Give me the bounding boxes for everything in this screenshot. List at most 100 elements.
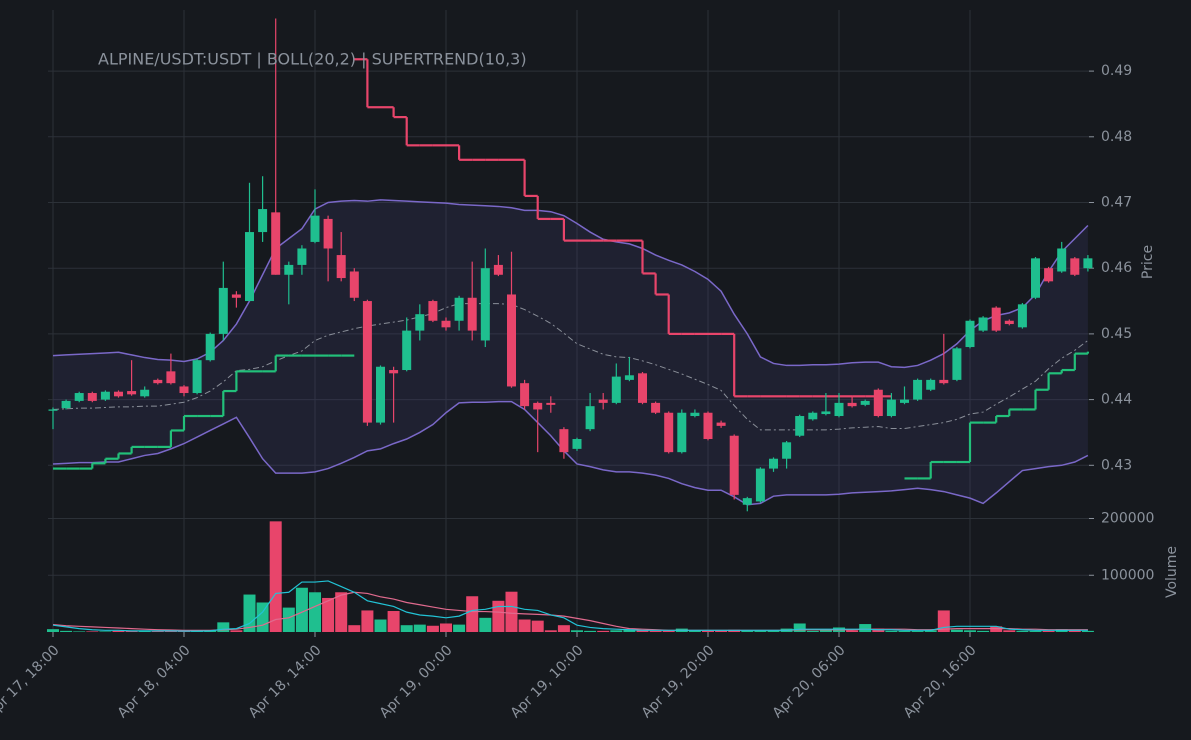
volume-bar bbox=[138, 631, 151, 632]
candle-body bbox=[114, 391, 123, 397]
candle-body bbox=[991, 307, 1001, 331]
bollinger-band bbox=[53, 199, 1088, 505]
volume-bar bbox=[702, 630, 714, 632]
candle-body bbox=[1004, 320, 1014, 325]
volume-bar bbox=[269, 521, 282, 632]
candle-body bbox=[258, 209, 268, 233]
y-tick-label: 0.48 bbox=[1101, 129, 1132, 145]
volume-bar bbox=[859, 624, 872, 632]
volume-bar bbox=[1029, 630, 1042, 632]
candle-body bbox=[441, 320, 451, 328]
volume-bar bbox=[911, 630, 924, 632]
volume-bar bbox=[151, 631, 164, 632]
volume-tick-label: 100000 bbox=[1101, 567, 1154, 583]
candle-body bbox=[703, 412, 713, 440]
candle-body bbox=[755, 468, 765, 502]
candle-body bbox=[271, 212, 281, 275]
volume-bar bbox=[806, 630, 819, 632]
volume-bar bbox=[400, 625, 413, 632]
y-tick-label: 0.47 bbox=[1101, 194, 1132, 210]
volume-bar bbox=[531, 620, 544, 632]
candle-body bbox=[939, 379, 949, 384]
candle-body bbox=[310, 215, 320, 242]
volume-bar bbox=[492, 600, 505, 632]
candle-body bbox=[782, 442, 792, 459]
volume-bar bbox=[505, 591, 518, 632]
y-axis-label: Price bbox=[1140, 245, 1156, 279]
volume-bar bbox=[86, 631, 99, 632]
candle-body bbox=[677, 412, 687, 453]
volume-bar bbox=[361, 610, 374, 632]
volume-bar bbox=[793, 623, 806, 632]
volume-bar bbox=[479, 617, 492, 632]
candle-body bbox=[716, 422, 726, 426]
candle-body bbox=[860, 400, 870, 405]
volume-bar bbox=[924, 630, 937, 632]
candle-body bbox=[192, 360, 202, 394]
volume-bar bbox=[1068, 630, 1081, 632]
candle-body bbox=[140, 389, 150, 397]
bollinger-upper bbox=[52, 199, 1089, 369]
volume-bar bbox=[688, 630, 701, 632]
candle-body bbox=[323, 218, 333, 249]
candle-body bbox=[284, 264, 294, 275]
candle-body bbox=[900, 399, 909, 403]
volume-bar bbox=[636, 630, 649, 632]
candle-body bbox=[821, 411, 831, 415]
candle-body bbox=[1031, 258, 1040, 298]
volume-bar bbox=[1081, 630, 1094, 632]
volume-bar bbox=[112, 630, 125, 632]
volume-bar bbox=[584, 630, 597, 632]
candle-body bbox=[952, 348, 962, 380]
candle-body bbox=[520, 383, 530, 407]
candle-body bbox=[1057, 248, 1067, 272]
volume-bar bbox=[1003, 630, 1016, 632]
candle-body bbox=[585, 406, 595, 430]
candle-body bbox=[205, 333, 215, 361]
candle-body bbox=[1044, 268, 1054, 282]
volume-bar bbox=[230, 630, 243, 632]
candle-body bbox=[664, 412, 674, 453]
volume-bar bbox=[1042, 630, 1055, 632]
volume-bar bbox=[544, 630, 557, 632]
volume-ma-fast bbox=[52, 580, 1088, 632]
volume-bar bbox=[217, 622, 230, 632]
candle-body bbox=[415, 314, 425, 331]
candle-body bbox=[926, 379, 936, 390]
volume-bar bbox=[662, 630, 675, 632]
candle-body bbox=[795, 416, 805, 436]
volume-bar bbox=[256, 602, 269, 632]
volume-bar bbox=[518, 619, 531, 632]
volume-bar bbox=[1016, 630, 1029, 632]
candle-body bbox=[245, 232, 254, 302]
candle-body bbox=[48, 409, 58, 411]
candle-body bbox=[467, 297, 477, 331]
bollinger-lower bbox=[52, 400, 1089, 506]
volume-bar bbox=[819, 629, 832, 632]
volume-bar bbox=[964, 630, 976, 632]
volume-bar bbox=[335, 592, 348, 632]
volume-bar bbox=[885, 630, 898, 632]
grid bbox=[48, 10, 1094, 637]
candle-body bbox=[651, 402, 661, 413]
candle-body bbox=[638, 373, 647, 403]
candle-body bbox=[507, 294, 516, 387]
volume-bar bbox=[741, 630, 754, 632]
volume-bar bbox=[846, 630, 859, 632]
volume-bar bbox=[60, 630, 73, 632]
volume-bar bbox=[767, 630, 780, 632]
candle-body bbox=[611, 376, 621, 403]
y-tick-label: 0.49 bbox=[1101, 63, 1132, 79]
candle-body bbox=[480, 268, 490, 341]
candle-body bbox=[454, 297, 464, 321]
candle-body bbox=[1083, 258, 1093, 269]
volume-tick-label: 200000 bbox=[1101, 511, 1154, 527]
y-tick-label: 0.46 bbox=[1101, 260, 1132, 276]
volume-bar bbox=[715, 630, 728, 632]
candle-body bbox=[218, 287, 228, 334]
volume-bar bbox=[47, 629, 59, 632]
candle-body bbox=[690, 412, 700, 417]
candle-body bbox=[808, 412, 818, 420]
candle-body bbox=[978, 317, 988, 331]
candle-body bbox=[873, 389, 883, 417]
